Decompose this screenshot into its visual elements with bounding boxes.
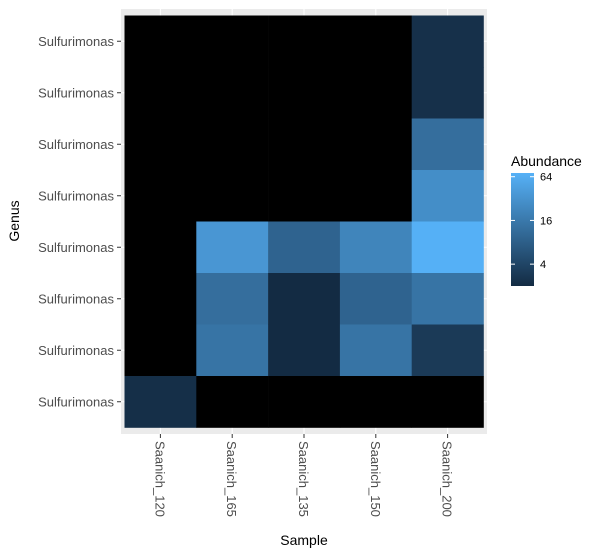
heatmap-cell: [124, 273, 197, 325]
heatmap-cell: [339, 170, 412, 222]
legend-ticks: 4 16 64: [511, 172, 552, 271]
heatmap-cell: [196, 170, 269, 222]
x-tick-label: Saanich_165: [224, 441, 239, 517]
x-tick-label: Saanich_135: [296, 441, 311, 517]
y-tick-label: Sulfurimonas: [38, 291, 114, 306]
heatmap-cell: [268, 324, 341, 377]
y-axis: Sulfurimonas Sulfurimonas Sulfurimonas Sulf…: [38, 34, 121, 409]
heatmap-cell: [196, 221, 269, 274]
heatmap-cell: [268, 273, 341, 325]
heatmap-cell: [411, 15, 484, 68]
heatmap-cell: [411, 170, 484, 222]
y-tick-label: Sulfurimonas: [38, 137, 114, 152]
y-tick-label: Sulfurimonas: [38, 85, 114, 100]
heatmap-cell: [339, 67, 412, 119]
y-axis-title: Genus: [6, 200, 22, 241]
y-tick-label: Sulfurimonas: [38, 343, 114, 358]
heatmap-cell: [196, 118, 269, 171]
heatmap-cell: [339, 118, 412, 171]
x-axis: Saanich_120 Saanich_165 Saanich_135 Saanich…: [152, 434, 455, 517]
heatmap-cell: [124, 170, 197, 222]
heatmap-cell: [339, 273, 412, 325]
heatmap-cell: [124, 118, 197, 171]
legend-tick-label: 64: [540, 172, 552, 184]
heatmap-cell: [268, 118, 341, 171]
legend-tick-label: 4: [540, 259, 546, 271]
heatmap-cell: [268, 170, 341, 222]
heatmap-cell: [268, 376, 341, 428]
heatmap-cell: [124, 15, 197, 68]
heatmap-cell: [124, 324, 197, 377]
heatmap-cell: [124, 67, 197, 119]
heatmap-cell: [411, 221, 484, 274]
heatmap-cell: [196, 376, 269, 428]
heatmap-cell: [339, 376, 412, 428]
heatmap-cell: [268, 67, 341, 119]
x-tick-label: Saanich_120: [152, 441, 167, 517]
heatmap-cell: [411, 376, 484, 428]
heatmap-cell: [411, 118, 484, 171]
heatmap-cell: [411, 324, 484, 377]
legend-tick-label: 16: [540, 215, 552, 227]
heatmap-cell: [196, 15, 269, 68]
heatmap-cell: [268, 15, 341, 68]
heatmap-cell: [196, 67, 269, 119]
legend-colorbar: [511, 173, 534, 286]
legend: Abundance 4 16 64: [511, 153, 582, 286]
y-tick-label: Sulfurimonas: [38, 34, 114, 49]
legend-title: Abundance: [511, 153, 582, 169]
heatmap-cell: [124, 221, 197, 274]
x-axis-title: Sample: [280, 532, 328, 548]
heatmap-cell: [196, 273, 269, 325]
heatmap-cell: [411, 67, 484, 119]
y-tick-label: Sulfurimonas: [38, 188, 114, 203]
y-tick-label: Sulfurimonas: [38, 240, 114, 255]
heatmap-cell: [411, 273, 484, 325]
heatmap-cell: [196, 324, 269, 377]
heatmap-cell: [339, 221, 412, 274]
heatmap-cell: [339, 15, 412, 68]
heatmap-cell: [339, 324, 412, 377]
y-tick-label: Sulfurimonas: [38, 394, 114, 409]
heatmap-cell: [124, 376, 197, 428]
x-tick-label: Saanich_150: [368, 441, 383, 517]
x-tick-label: Saanich_200: [440, 441, 455, 517]
heatmap-cells: [124, 15, 484, 428]
heatmap-cell: [268, 221, 341, 274]
